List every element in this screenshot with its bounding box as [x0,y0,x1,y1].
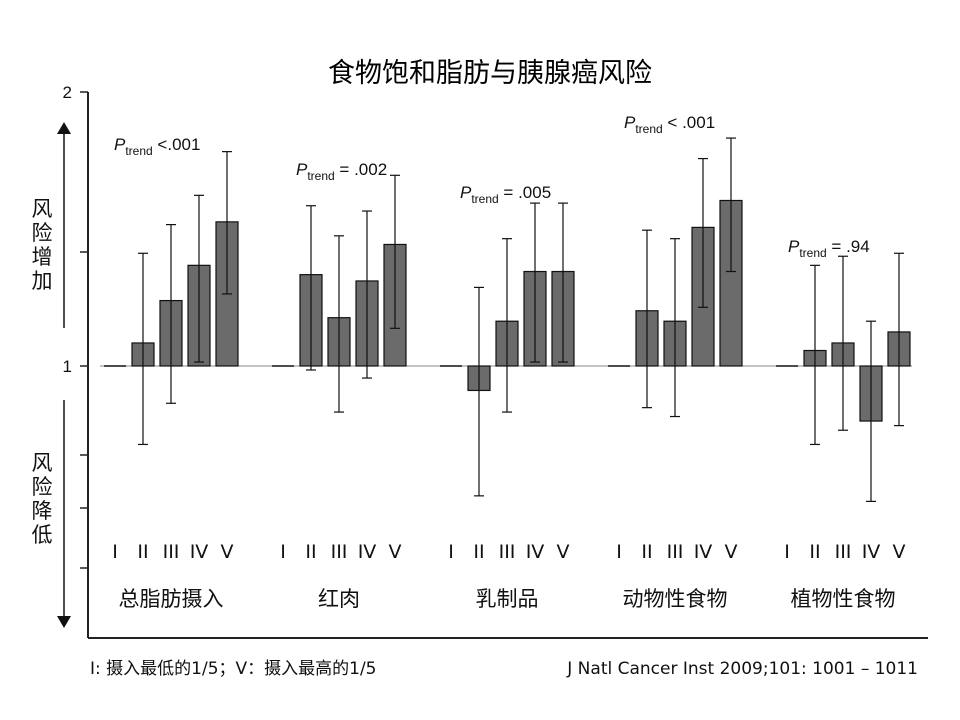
chart-title: 食物饱和脂肪与胰腺癌风险 [328,58,652,89]
group-label: 总脂肪摄入 [119,587,224,611]
quintile-label: II [473,541,484,563]
p-symbol: P [296,160,308,179]
bars-layer [104,137,911,502]
quintile-label: II [641,541,652,563]
up-arrow-head [57,122,71,134]
quintile-label: V [221,541,234,563]
p-subscript: trend [307,169,334,183]
group-label: 乳制品 [476,587,539,611]
quintile-label: I [112,541,118,563]
p-subscript: trend [635,122,662,136]
quintile-label: V [893,541,906,563]
p-subscript: trend [799,246,826,260]
quintile-label: IV [358,541,377,563]
group-label: 动物性食物 [623,587,728,611]
p-subscript: trend [471,192,498,206]
quintile-label: V [725,541,738,563]
p-trend-label: Ptrend = .94 [788,237,870,260]
p-value: <.001 [153,135,201,154]
down-arrow-head [57,616,71,628]
quintile-label: V [557,541,570,563]
y-axis-up-label: 加 [32,269,53,293]
y-tick-label: 1 [63,357,72,376]
quintile-label: IV [190,541,209,563]
p-trend-label: Ptrend = .005 [460,183,551,206]
quintile-label: IV [526,541,545,563]
p-trend-label: Ptrend <.001 [114,135,200,158]
y-axis-down-label: 风 [32,451,53,475]
quintile-label: III [499,541,516,563]
footnote-right: J Natl Cancer Inst 2009;101: 1001 – 1011 [566,659,918,679]
quintile-label: I [784,541,790,563]
quintile-label: III [163,541,180,563]
group-label: 植物性食物 [791,587,896,611]
quintile-label: IV [694,541,713,563]
quintile-label: II [305,541,316,563]
quintile-label: IV [862,541,881,563]
p-value: < .001 [663,113,715,132]
quintile-label: III [835,541,852,563]
y-axis-down-label: 降 [32,499,53,523]
p-symbol: P [788,237,800,256]
p-symbol: P [624,113,636,132]
p-value: = .002 [335,160,387,179]
quintile-label: II [809,541,820,563]
p-trend-label: Ptrend < .001 [624,113,715,136]
quintile-label: I [616,541,622,563]
quintile-label: II [137,541,148,563]
y-tick-label: 2 [63,83,72,102]
p-value: = .94 [827,237,870,256]
p-value: = .005 [499,183,551,202]
p-trend-label: Ptrend = .002 [296,160,387,183]
quintile-label: III [331,541,348,563]
group-label: 红肉 [318,587,360,611]
y-axis-up-label: 险 [32,221,53,245]
quintile-label: I [448,541,454,563]
p-symbol: P [114,135,126,154]
p-symbol: P [460,183,472,202]
y-axis-up-label: 增 [32,245,53,269]
y-axis-up-label: 风 [32,197,53,221]
p-subscript: trend [125,144,152,158]
quintile-label: V [389,541,402,563]
quintile-label: I [280,541,286,563]
footnote-left: I: 摄入最低的1/5；V：摄入最高的1/5 [90,659,377,679]
y-axis-down-label: 险 [32,475,53,499]
quintile-label: III [667,541,684,563]
y-axis-down-label: 低 [32,523,53,547]
